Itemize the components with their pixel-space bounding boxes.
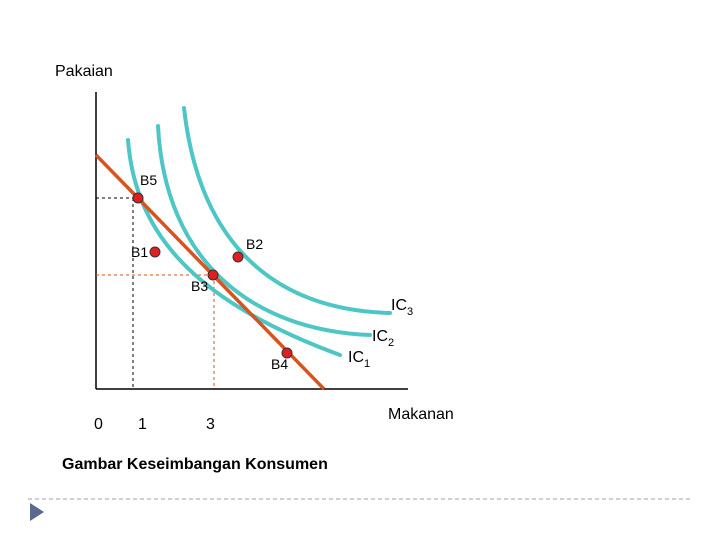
label-ic1: IC1: [348, 349, 371, 370]
y-axis-label: Pakaian: [55, 63, 113, 80]
point-b3: [207, 269, 219, 281]
label-b3: B3: [191, 278, 209, 294]
x-tick-1: 1: [138, 416, 147, 433]
label-ic2-text: IC: [372, 328, 388, 345]
label-b5: B5: [140, 172, 158, 188]
label-ic3: IC3: [391, 297, 414, 318]
indifference-curve-ic2: [156, 124, 372, 337]
next-slide-arrow-icon[interactable]: [30, 503, 44, 521]
label-ic2-sub: 2: [388, 337, 395, 349]
label-ic1-text: IC: [348, 349, 364, 366]
label-b1: B1: [131, 244, 149, 260]
point-b5: [132, 192, 144, 204]
x-axis-label: Makanan: [388, 406, 454, 423]
label-ic2: IC2: [372, 328, 395, 349]
origin-label: 0: [94, 416, 103, 433]
label-b4: B4: [271, 356, 289, 372]
indifference-curve-ic1: [126, 138, 342, 357]
point-b1: [149, 246, 161, 258]
figure-caption: Gambar Keseimbangan Konsumen: [62, 456, 328, 473]
label-ic3-sub: 3: [407, 306, 414, 318]
indifference-curve-ic3: [182, 106, 392, 315]
x-tick-3: 3: [206, 416, 215, 433]
label-ic1-sub: 1: [364, 358, 371, 370]
label-ic3-text: IC: [391, 297, 407, 314]
point-b4: [281, 347, 293, 359]
point-b2: [232, 251, 244, 263]
label-b2: B2: [246, 236, 264, 252]
